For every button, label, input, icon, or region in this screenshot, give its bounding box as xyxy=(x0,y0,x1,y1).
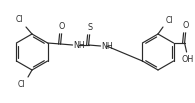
Text: O: O xyxy=(182,21,189,30)
Text: Cl: Cl xyxy=(166,16,174,25)
Text: Cl: Cl xyxy=(15,15,23,24)
Text: NH: NH xyxy=(74,40,85,50)
Text: NH: NH xyxy=(102,42,113,50)
Text: S: S xyxy=(87,23,92,32)
Text: OH: OH xyxy=(182,55,194,64)
Text: O: O xyxy=(58,22,65,31)
Text: Cl: Cl xyxy=(18,80,25,89)
